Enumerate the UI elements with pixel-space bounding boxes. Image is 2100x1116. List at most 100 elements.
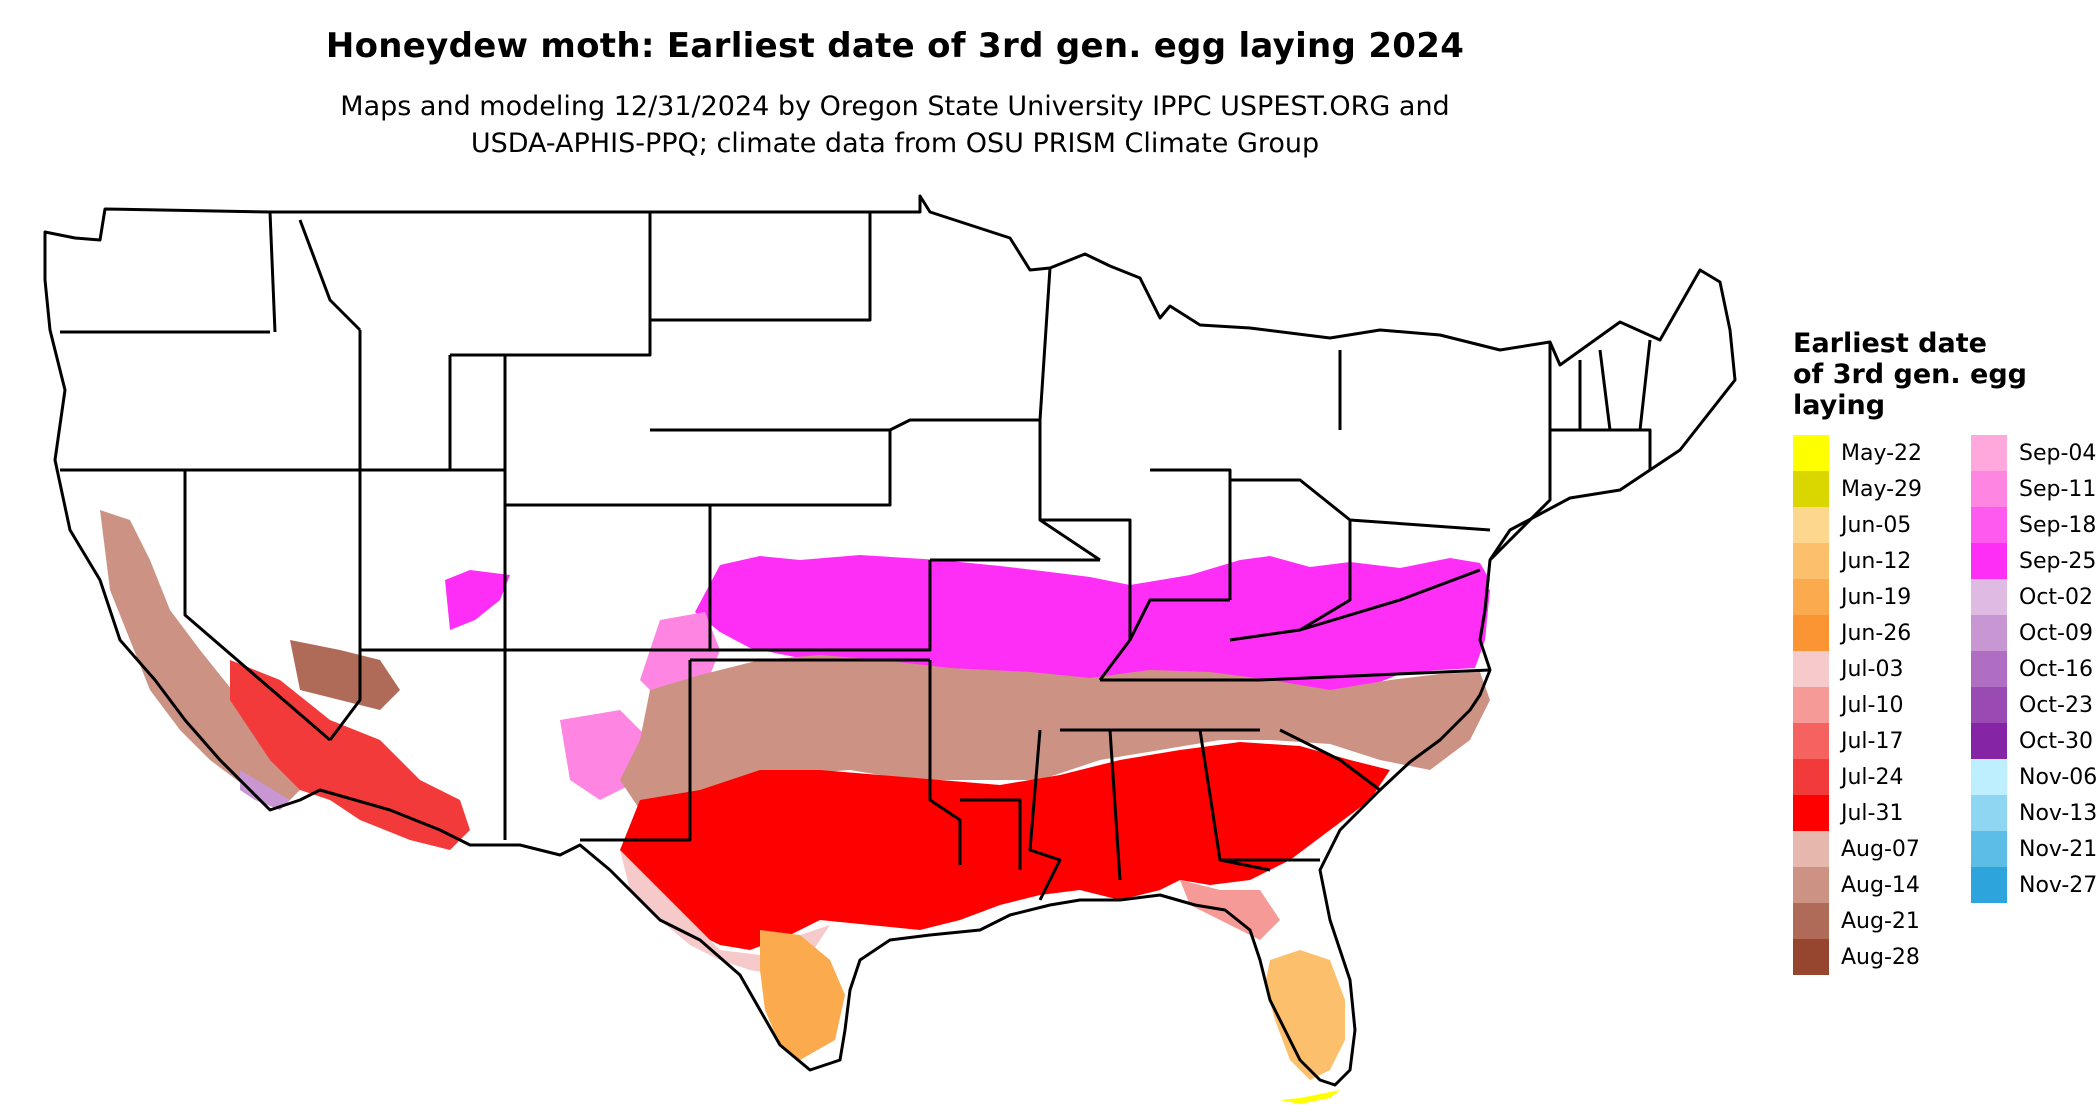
- legend-swatch: [1793, 903, 1829, 939]
- legend-swatch: [1971, 615, 2007, 651]
- region-gulf-light-red: [1180, 880, 1280, 940]
- legend-label: Oct-02: [2019, 584, 2093, 610]
- legend-swatch: [1793, 939, 1829, 975]
- legend-label: Sep-25: [2019, 548, 2097, 574]
- legend-item: Aug-07: [1793, 831, 1941, 867]
- region-nevada-brown: [290, 640, 400, 710]
- legend-swatch: [1971, 471, 2007, 507]
- region-florida-orange: [1265, 950, 1345, 1080]
- legend-title-line: laying: [1793, 390, 1886, 421]
- region-southern-red: [620, 742, 1390, 950]
- legend-swatch: [1971, 543, 2007, 579]
- region-virginia-magenta: [1310, 578, 1490, 695]
- legend-item: Sep-11: [1971, 471, 2100, 507]
- legend-label: Nov-06: [2019, 764, 2098, 790]
- legend-swatch: [1793, 831, 1829, 867]
- legend-item: Oct-16: [1971, 651, 2100, 687]
- legend-item: Oct-02: [1971, 579, 2100, 615]
- legend-swatch: [1971, 435, 2007, 471]
- legend-item: Jun-05: [1793, 507, 1941, 543]
- region-west-brown: [100, 510, 300, 810]
- legend-label: Oct-09: [2019, 620, 2093, 646]
- region-texas-orange: [760, 930, 845, 1060]
- legend-label: May-29: [1841, 476, 1923, 502]
- legend-item: Aug-14: [1793, 867, 1941, 903]
- legend-item: Sep-18: [1971, 507, 2100, 543]
- legend-item: Oct-23: [1971, 687, 2100, 723]
- legend-item: Jun-26: [1793, 615, 1941, 651]
- legend-label: Jul-24: [1841, 764, 1904, 790]
- legend-item: Jun-12: [1793, 543, 1941, 579]
- map-legend: Earliest date of 3rd gen. egg laying May…: [1793, 328, 2100, 975]
- legend-label: Nov-13: [2019, 800, 2098, 826]
- legend-item: Jul-24: [1793, 759, 1941, 795]
- legend-label: Jun-19: [1841, 584, 1912, 610]
- us-map: [43, 194, 1737, 1104]
- legend-swatch: [1793, 507, 1829, 543]
- legend-swatch: [1793, 687, 1829, 723]
- legend-swatch: [1793, 651, 1829, 687]
- legend-swatch: [1971, 795, 2007, 831]
- legend-swatch: [1793, 471, 1829, 507]
- legend-swatch: [1793, 615, 1829, 651]
- state-lines: [60, 211, 1652, 901]
- legend-item: Jul-17: [1793, 723, 1941, 759]
- legend-label: Oct-23: [2019, 692, 2093, 718]
- legend-label: Jul-17: [1841, 728, 1904, 754]
- us-outline: [43, 194, 1737, 1087]
- map-title: Honeydew moth: Earliest date of 3rd gen.…: [325, 26, 1465, 66]
- legend-swatch: [1793, 543, 1829, 579]
- legend-item: May-22: [1793, 435, 1941, 471]
- legend-label: May-22: [1841, 440, 1923, 466]
- legend-item: Sep-25: [1971, 543, 2100, 579]
- legend-label: Nov-27: [2019, 872, 2098, 898]
- legend-item: Sep-04: [1971, 435, 2100, 471]
- legend-item: Nov-27: [1971, 867, 2100, 903]
- legend-label: Jul-31: [1841, 800, 1904, 826]
- map-subtitle: Maps and modeling 12/31/2024 by Oregon S…: [0, 88, 1790, 162]
- legend-swatch: [1971, 507, 2007, 543]
- legend-label: Oct-16: [2019, 656, 2093, 682]
- legend-swatch: [1971, 687, 2007, 723]
- legend-item: Nov-21: [1971, 831, 2100, 867]
- legend-label: Aug-28: [1841, 944, 1920, 970]
- legend-swatch: [1971, 867, 2007, 903]
- legend-label: Jul-10: [1841, 692, 1904, 718]
- legend-label: Aug-14: [1841, 872, 1920, 898]
- legend-label: Sep-11: [2019, 476, 2097, 502]
- subtitle-line: Maps and modeling 12/31/2024 by Oregon S…: [340, 91, 1450, 122]
- legend-label: Jun-12: [1841, 548, 1912, 574]
- legend-label: Aug-07: [1841, 836, 1920, 862]
- region-central-brown: [620, 655, 1490, 810]
- legend-item: Jul-03: [1793, 651, 1941, 687]
- legend-item: Nov-13: [1971, 795, 2100, 831]
- state-borders: [43, 194, 1737, 1087]
- legend-column: May-22 May-29 Jun-05 Jun-12 Jun-19 Jun-26 Jul-…: [1793, 435, 1941, 975]
- legend-title-line: of 3rd gen. egg: [1793, 359, 2028, 390]
- region-southwest-red: [230, 660, 470, 850]
- legend-swatch: [1793, 759, 1829, 795]
- legend-label: Sep-04: [2019, 440, 2097, 466]
- legend-item: Jul-31: [1793, 795, 1941, 831]
- legend-swatch: [1793, 579, 1829, 615]
- legend-item: Jun-19: [1793, 579, 1941, 615]
- region-florida-keys-yellow: [1280, 1090, 1340, 1104]
- subtitle-line: USDA-APHIS-PPQ; climate data from OSU PR…: [470, 128, 1320, 159]
- legend-swatch: [1971, 831, 2007, 867]
- legend-item: Oct-30: [1971, 723, 2100, 759]
- legend-label: Jun-05: [1841, 512, 1912, 538]
- legend-item: Oct-09: [1971, 615, 2100, 651]
- legend-label: Oct-30: [2019, 728, 2093, 754]
- legend-swatch: [1971, 651, 2007, 687]
- legend-columns: May-22 May-29 Jun-05 Jun-12 Jun-19 Jun-26 Jul-…: [1793, 435, 2100, 975]
- legend-title-line: Earliest date: [1793, 328, 1987, 359]
- region-southwest-lavender: [240, 770, 290, 810]
- legend-item: Jul-10: [1793, 687, 1941, 723]
- region-texas-pale: [620, 850, 830, 975]
- legend-item: Aug-21: [1793, 903, 1941, 939]
- legend-item: May-29: [1793, 471, 1941, 507]
- legend-swatch: [1793, 795, 1829, 831]
- legend-label: Jun-26: [1841, 620, 1912, 646]
- legend-item: Nov-06: [1971, 759, 2100, 795]
- legend-swatch: [1793, 867, 1829, 903]
